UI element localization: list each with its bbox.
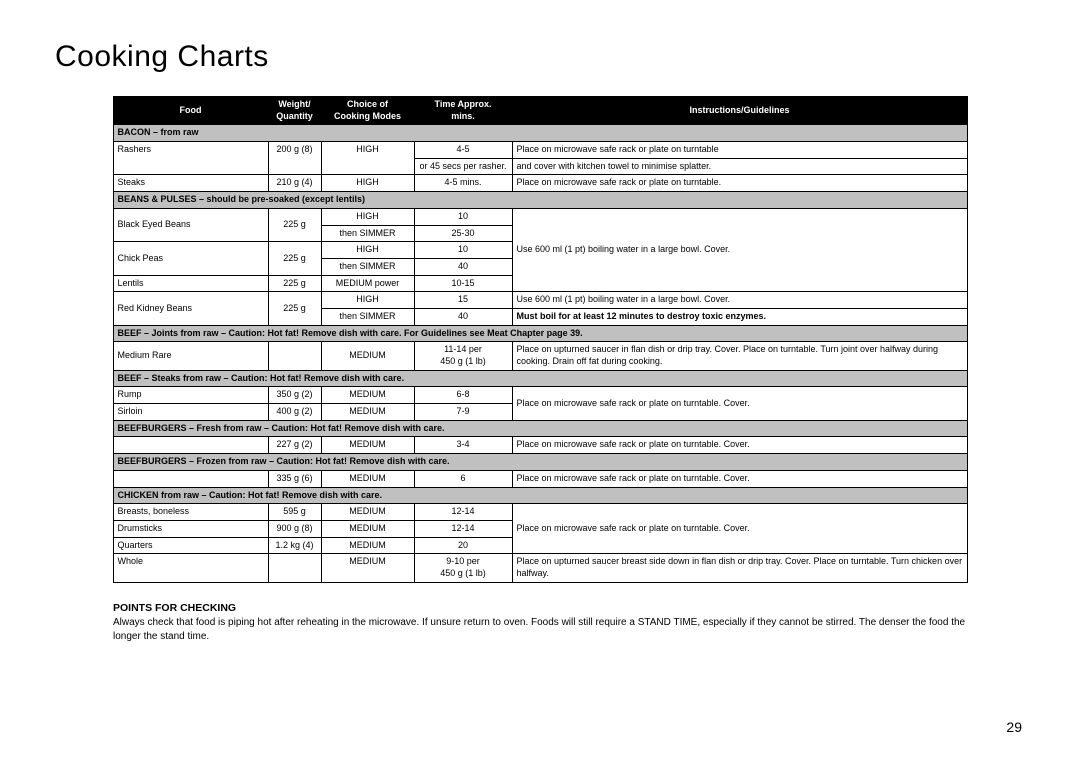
table-row: Whole MEDIUM 9-10 per450 g (1 lb) Place … xyxy=(113,554,967,582)
page-number: 29 xyxy=(1006,719,1022,735)
table-row: 227 g (2) MEDIUM 3-4 Place on microwave … xyxy=(113,437,967,454)
table-row: Steaks 210 g (4) HIGH 4-5 mins. Place on… xyxy=(113,175,967,192)
document-page: Cooking Charts Food Weight/Quantity Choi… xyxy=(0,0,1080,763)
col-food: Food xyxy=(113,97,268,125)
col-instructions: Instructions/Guidelines xyxy=(512,97,967,125)
points-heading: POINTS FOR CHECKING xyxy=(113,601,967,616)
col-weight: Weight/Quantity xyxy=(268,97,321,125)
table-row: Breasts, boneless 595 g MEDIUM 12-14 Pla… xyxy=(113,504,967,521)
table-row: 335 g (6) MEDIUM 6 Place on microwave sa… xyxy=(113,470,967,487)
section-header: BEEFBURGERS – Frozen from raw – Caution:… xyxy=(113,454,967,471)
table-row: Rump 350 g (2) MEDIUM 6-8 Place on micro… xyxy=(113,387,967,404)
section-header: CHICKEN from raw – Caution: Hot fat! Rem… xyxy=(113,487,967,504)
table-row: Medium Rare MEDIUM 11-14 per450 g (1 lb)… xyxy=(113,342,967,370)
table-row: Red Kidney Beans 225 g HIGH 15 Use 600 m… xyxy=(113,292,967,309)
section-header: BEANS & PULSES – should be pre-soaked (e… xyxy=(113,192,967,209)
col-time: Time Approx.mins. xyxy=(414,97,512,125)
col-mode: Choice ofCooking Modes xyxy=(321,97,414,125)
section-header: BACON – from raw xyxy=(113,125,967,142)
section-header: BEEFBURGERS – Fresh from raw – Caution: … xyxy=(113,420,967,437)
page-title: Cooking Charts xyxy=(55,40,1025,74)
table-header-row: Food Weight/Quantity Choice ofCooking Mo… xyxy=(113,97,967,125)
section-header: BEEF – Steaks from raw – Caution: Hot fa… xyxy=(113,370,967,387)
table-row: Black Eyed Beans 225 g HIGH 10 Use 600 m… xyxy=(113,208,967,225)
table-row: Rashers 200 g (8) HIGH 4-5 Place on micr… xyxy=(113,142,967,159)
points-section: POINTS FOR CHECKING Always check that fo… xyxy=(113,601,967,645)
points-body: Always check that food is piping hot aft… xyxy=(113,616,967,645)
section-header: BEEF – Joints from raw – Caution: Hot fa… xyxy=(113,325,967,342)
cooking-chart-table: Food Weight/Quantity Choice ofCooking Mo… xyxy=(113,96,968,583)
